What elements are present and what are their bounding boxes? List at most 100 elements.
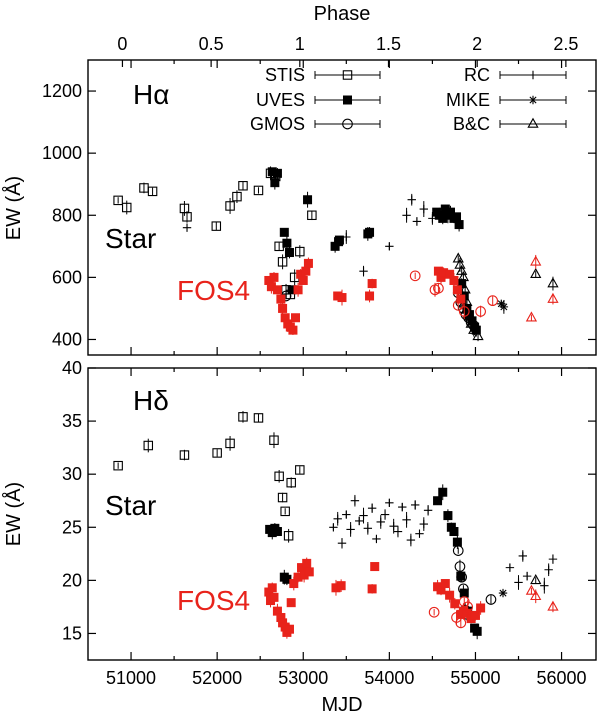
halpha-series-fos4-gmos <box>409 270 499 319</box>
data-point <box>336 581 346 591</box>
data-point <box>282 238 292 248</box>
data-point <box>452 299 464 311</box>
hdelta-data-marks <box>113 411 559 640</box>
legend-label: MIKE <box>446 90 490 110</box>
data-point <box>284 624 294 634</box>
halpha-fos4-annotation: FOS4 <box>177 275 250 306</box>
data-point <box>450 599 460 609</box>
data-point <box>548 554 558 564</box>
data-point <box>465 317 477 328</box>
data-point <box>302 558 312 568</box>
data-point <box>454 561 466 572</box>
data-point <box>402 515 411 525</box>
data-point <box>372 534 381 544</box>
data-point <box>530 255 542 266</box>
data-point <box>376 517 385 527</box>
data-point <box>452 285 462 295</box>
data-point <box>409 270 421 282</box>
data-point <box>449 275 459 285</box>
phase-tick-label: 2 <box>472 34 482 54</box>
mjd-tick-label: 51000 <box>106 668 156 688</box>
mjd-axis-label: MJD <box>321 694 362 716</box>
halpha-legend: STIS UVES GMOS RC MIKE B&C <box>250 65 567 134</box>
y-tick-label: 15 <box>62 623 82 643</box>
mjd-tick-label: 54000 <box>364 668 414 688</box>
data-point <box>525 311 538 322</box>
data-point <box>182 212 192 222</box>
data-point <box>393 527 403 536</box>
data-point <box>295 246 305 257</box>
halpha-series-rc <box>182 193 437 277</box>
data-point <box>505 563 515 572</box>
data-point <box>476 603 486 613</box>
data-point <box>544 565 553 574</box>
y-tick-label: 40 <box>62 358 82 378</box>
data-point <box>295 465 305 475</box>
data-point <box>337 293 347 303</box>
legend-item-stis: STIS <box>265 65 381 85</box>
data-point <box>462 601 474 613</box>
data-point <box>468 323 480 334</box>
data-point <box>498 588 508 598</box>
legend-label: UVES <box>256 90 305 110</box>
data-point <box>419 519 428 529</box>
data-point <box>270 178 280 188</box>
hdelta-title: Hδ <box>133 385 169 416</box>
data-point <box>342 232 351 242</box>
data-point <box>402 211 411 220</box>
data-point <box>525 584 538 595</box>
mjd-tick-label: 53000 <box>278 668 328 688</box>
legend-label: GMOS <box>250 114 305 134</box>
data-point <box>342 510 351 519</box>
data-point <box>406 535 416 545</box>
halpha-y-axis-label: EW (Å) <box>2 176 25 240</box>
legend-label: RC <box>464 65 490 85</box>
data-point <box>547 600 559 611</box>
data-point <box>334 235 344 245</box>
data-point <box>458 583 469 595</box>
data-point <box>443 511 453 521</box>
y-tick-label: 600 <box>52 267 82 287</box>
data-point <box>433 496 443 506</box>
data-point <box>272 285 282 295</box>
hdelta-fos4-annotation: FOS4 <box>177 585 250 616</box>
mjd-tick-label: 52000 <box>192 668 242 688</box>
data-point <box>269 272 279 282</box>
data-point <box>438 487 448 497</box>
phase-axis-label: Phase <box>314 3 371 25</box>
data-point <box>365 227 375 237</box>
data-point <box>458 596 470 607</box>
y-tick-label: 25 <box>62 517 82 537</box>
data-point <box>452 545 464 556</box>
data-point <box>419 204 428 214</box>
data-point <box>147 186 158 197</box>
data-point <box>385 498 394 508</box>
data-point <box>211 221 222 231</box>
y-tick-label: 35 <box>62 411 82 431</box>
legend-item-gmos: GMOS <box>250 114 381 134</box>
legend-label: STIS <box>265 65 305 85</box>
data-point <box>291 313 301 323</box>
data-point <box>277 492 288 503</box>
data-point <box>385 242 394 251</box>
data-point <box>272 168 282 178</box>
data-point <box>367 279 377 289</box>
data-point <box>380 510 390 519</box>
data-point <box>454 220 464 230</box>
halpha-title: Hα <box>133 79 169 110</box>
halpha-plot-frame <box>87 59 597 356</box>
legend-item-mike: MIKE <box>446 90 567 110</box>
data-point <box>367 503 377 513</box>
data-point <box>470 610 480 620</box>
data-point <box>329 523 338 532</box>
data-point <box>253 413 264 423</box>
halpha-series-gmos <box>280 285 480 334</box>
data-point <box>225 438 235 449</box>
data-point <box>455 617 467 629</box>
data-point <box>518 551 528 561</box>
halpha-series-mike <box>497 299 509 314</box>
legend-marker <box>342 95 352 105</box>
phase-tick-label: 1.5 <box>376 34 401 54</box>
data-point <box>428 606 440 618</box>
data-point <box>472 626 482 636</box>
